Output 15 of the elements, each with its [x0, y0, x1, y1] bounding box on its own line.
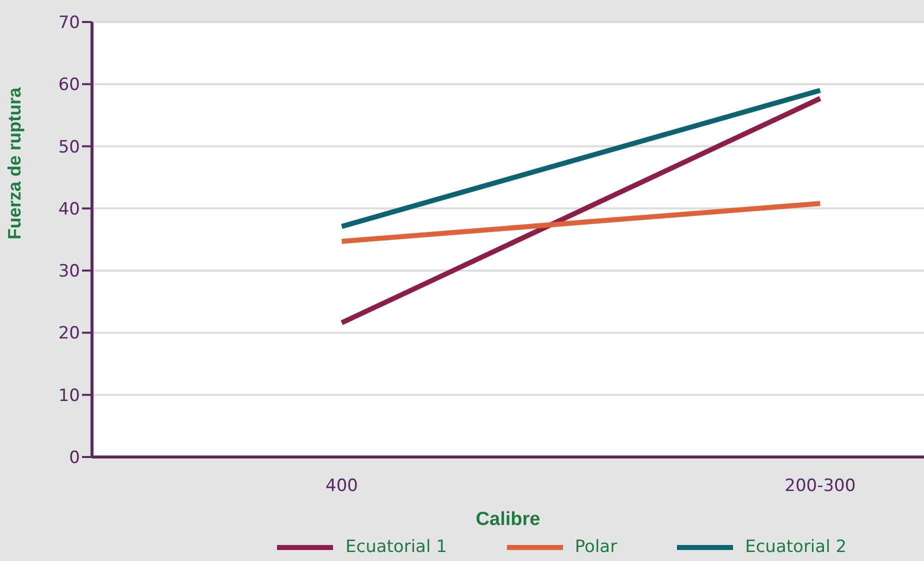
x-tick-label: 400: [326, 476, 358, 496]
y-tick-label: 60: [58, 75, 80, 96]
y-tick-label: 0: [69, 448, 80, 468]
y-tick-label: 30: [58, 262, 80, 282]
x-tick-label: 200-300: [784, 476, 856, 496]
y-tick-label: 40: [58, 199, 80, 220]
y-tick-label: 50: [58, 137, 80, 158]
legend-label: Ecuatorial 2: [745, 537, 847, 557]
y-tick-label: 20: [58, 324, 80, 344]
y-tick-label: 70: [58, 13, 80, 34]
legend-label: Ecuatorial 1: [345, 537, 447, 557]
legend-label: Polar: [574, 537, 618, 557]
y-tick-label: 10: [58, 386, 80, 406]
y-axis-title: Fuerza de ruptura: [4, 86, 24, 240]
x-axis-title: Calibre: [476, 509, 540, 530]
